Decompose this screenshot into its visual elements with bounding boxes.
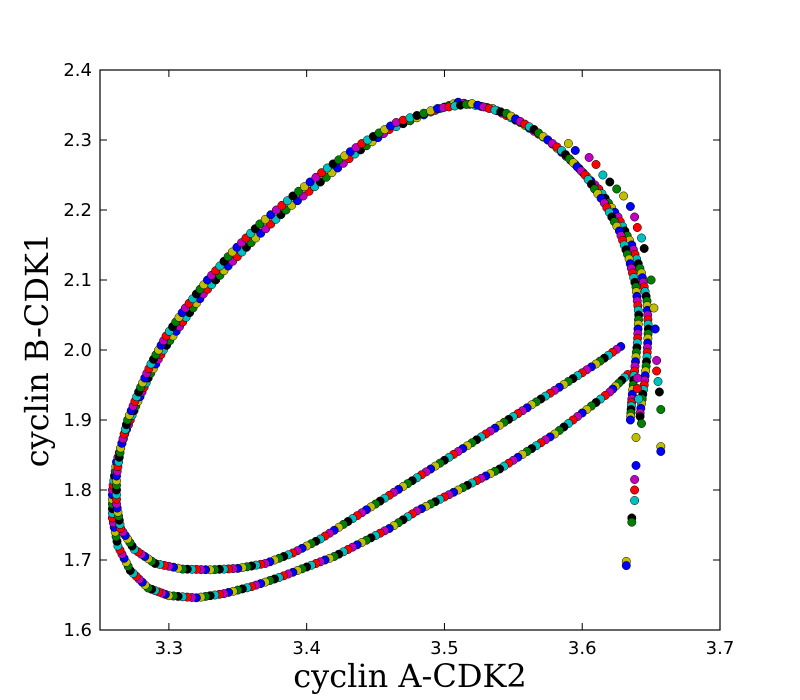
data-point <box>619 191 629 201</box>
data-point <box>632 384 642 393</box>
data-point <box>598 170 608 180</box>
data-point <box>649 303 659 313</box>
axis-ticks: 3.3 3.4 3.5 3.6 3.7 1.6 1.7 1.8 1.9 2.0 2.1 2.2 2.3 2… <box>63 60 734 659</box>
data-point <box>630 485 640 495</box>
data-point <box>654 387 664 397</box>
data-point <box>652 366 662 376</box>
x-tick-label: 3.4 <box>292 638 321 659</box>
data-point <box>639 244 649 253</box>
data-point <box>625 415 635 425</box>
y-tick-label: 1.8 <box>63 480 92 501</box>
data-point <box>632 223 642 232</box>
data-point <box>630 212 640 222</box>
y-tick-label: 1.9 <box>63 410 92 431</box>
y-tick-label: 2.0 <box>63 340 92 361</box>
y-tick-label: 1.7 <box>63 550 92 571</box>
data-point <box>634 394 644 404</box>
y-tick-label: 2.3 <box>63 130 92 151</box>
data-point <box>630 475 640 484</box>
plot-frame <box>99 69 721 631</box>
data-point <box>656 405 666 414</box>
data-point <box>584 153 594 162</box>
y-tick-label: 2.1 <box>63 270 92 291</box>
x-tick-label: 3.3 <box>155 638 184 659</box>
data-point <box>637 419 646 428</box>
x-tick-label: 3.6 <box>568 638 597 659</box>
data-point <box>653 377 663 386</box>
data-point <box>563 139 573 148</box>
data-point <box>652 356 662 365</box>
x-tick-label: 3.7 <box>706 638 735 659</box>
data-point <box>627 517 637 527</box>
data-point <box>294 186 304 196</box>
data-point <box>650 324 660 334</box>
data-point <box>631 433 641 442</box>
y-axis-title: cyclin B-CDK1 <box>18 233 56 468</box>
data-point <box>570 146 580 155</box>
data-points <box>107 97 666 603</box>
data-point <box>646 275 656 285</box>
y-tick-label: 2.4 <box>63 60 92 81</box>
data-point <box>605 177 615 187</box>
y-tick-label: 1.6 <box>63 620 92 641</box>
data-point <box>621 561 631 571</box>
data-point <box>612 184 622 194</box>
data-point <box>591 160 601 169</box>
y-tick-label: 2.2 <box>63 200 92 221</box>
data-point <box>625 202 635 211</box>
x-axis-title: cyclin A-CDK2 <box>293 657 527 695</box>
data-point <box>630 496 640 505</box>
data-point <box>631 461 641 470</box>
data-point <box>656 447 666 456</box>
data-point <box>632 373 642 383</box>
data-point <box>305 177 315 187</box>
x-tick-label: 3.5 <box>430 638 459 659</box>
data-point <box>637 233 646 243</box>
